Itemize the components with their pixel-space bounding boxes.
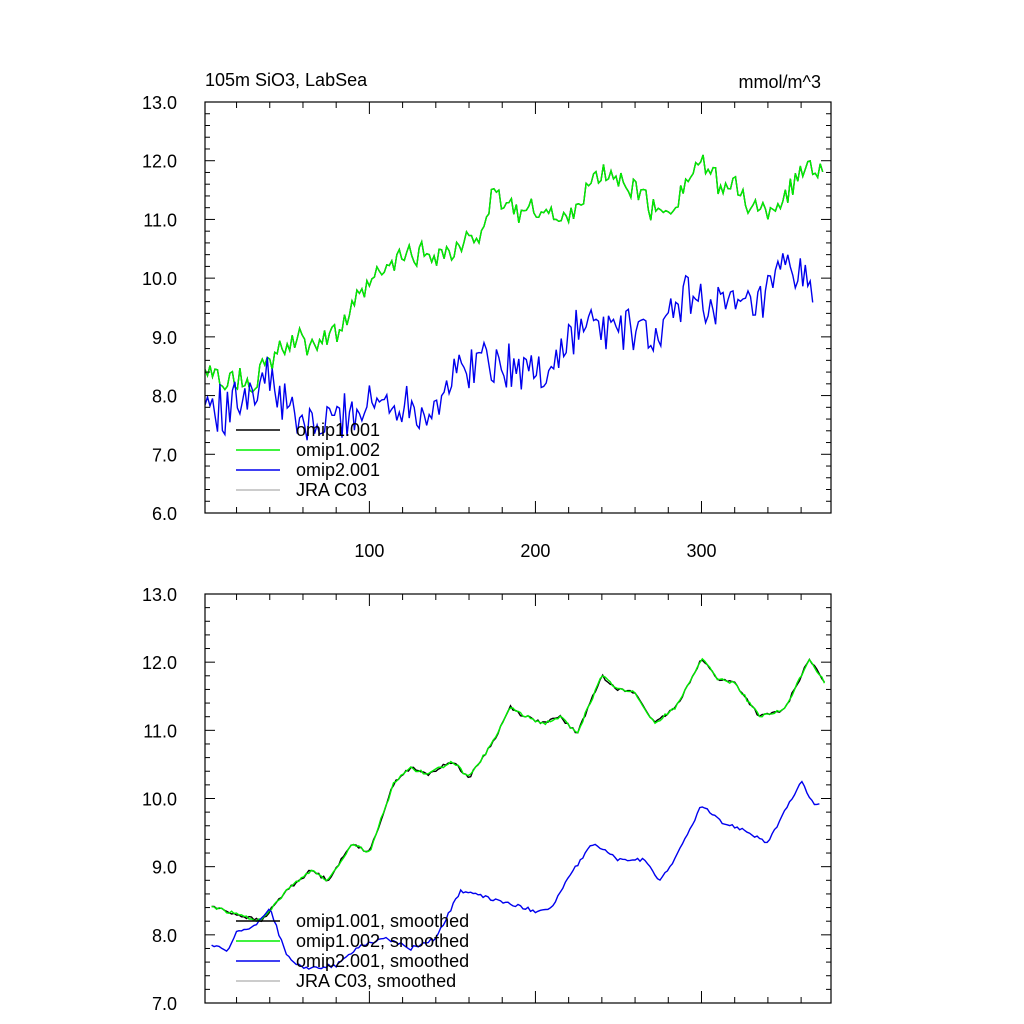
y-tick-label: 8.0 [152,387,177,407]
series-line-1 [211,657,826,922]
plot-frame [204,101,832,514]
y-tick-label: 9.0 [152,858,177,878]
legend-label-3: JRA C03 [296,480,367,500]
x-tick-label: 100 [354,541,384,561]
y-tick-label: 11.0 [143,210,177,230]
series-group [205,154,824,441]
series-group [211,657,826,970]
y-tick-label: 12.0 [142,152,177,172]
bottom-panel: 7.0 8.0 9.0 10.0 11.0 12.0 13.0 omip1.001, smoo… [142,585,832,1014]
legend-label-0: omip1.001 [296,420,380,440]
units-label: mmol/m^3 [739,72,821,92]
y-tick-label: 8.0 [152,926,177,946]
y-tick-label: 7.0 [152,445,177,465]
y-tick-label: 10.0 [142,269,177,289]
series-line-2 [205,253,814,441]
chart-title: 105m SiO3, LabSea [205,70,368,90]
series-line-0 [205,154,824,394]
y-tick-label: 13.0 [142,93,177,113]
y-tick-label: 6.0 [152,504,177,524]
series-line-0 [211,657,825,923]
y-tick-label: 11.0 [143,721,177,741]
top-panel: 105m SiO3, LabSea mmol/m^3 6.0 7.0 8.0 9.0 10.… [142,70,832,561]
y-tick-label: 10.0 [142,790,177,810]
legend-label-2: omip2.001, smoothed [296,951,469,971]
x-tick-label: 200 [520,541,550,561]
y-tick-label: 9.0 [152,328,177,348]
legend-label-1: omip1.002 [296,440,380,460]
y-tick-label: 7.0 [152,994,177,1014]
series-line-2 [211,780,820,970]
y-tick-label: 12.0 [142,653,177,673]
legend-label-2: omip2.001 [296,460,380,480]
y-tick-label: 13.0 [142,585,177,605]
x-tick-label: 300 [686,541,716,561]
legend-label-0: omip1.001, smoothed [296,911,469,931]
legend-label-3: JRA C03, smoothed [296,971,456,991]
legend-label-1: omip1.002, smoothed [296,931,469,951]
series-line-1 [205,154,824,394]
